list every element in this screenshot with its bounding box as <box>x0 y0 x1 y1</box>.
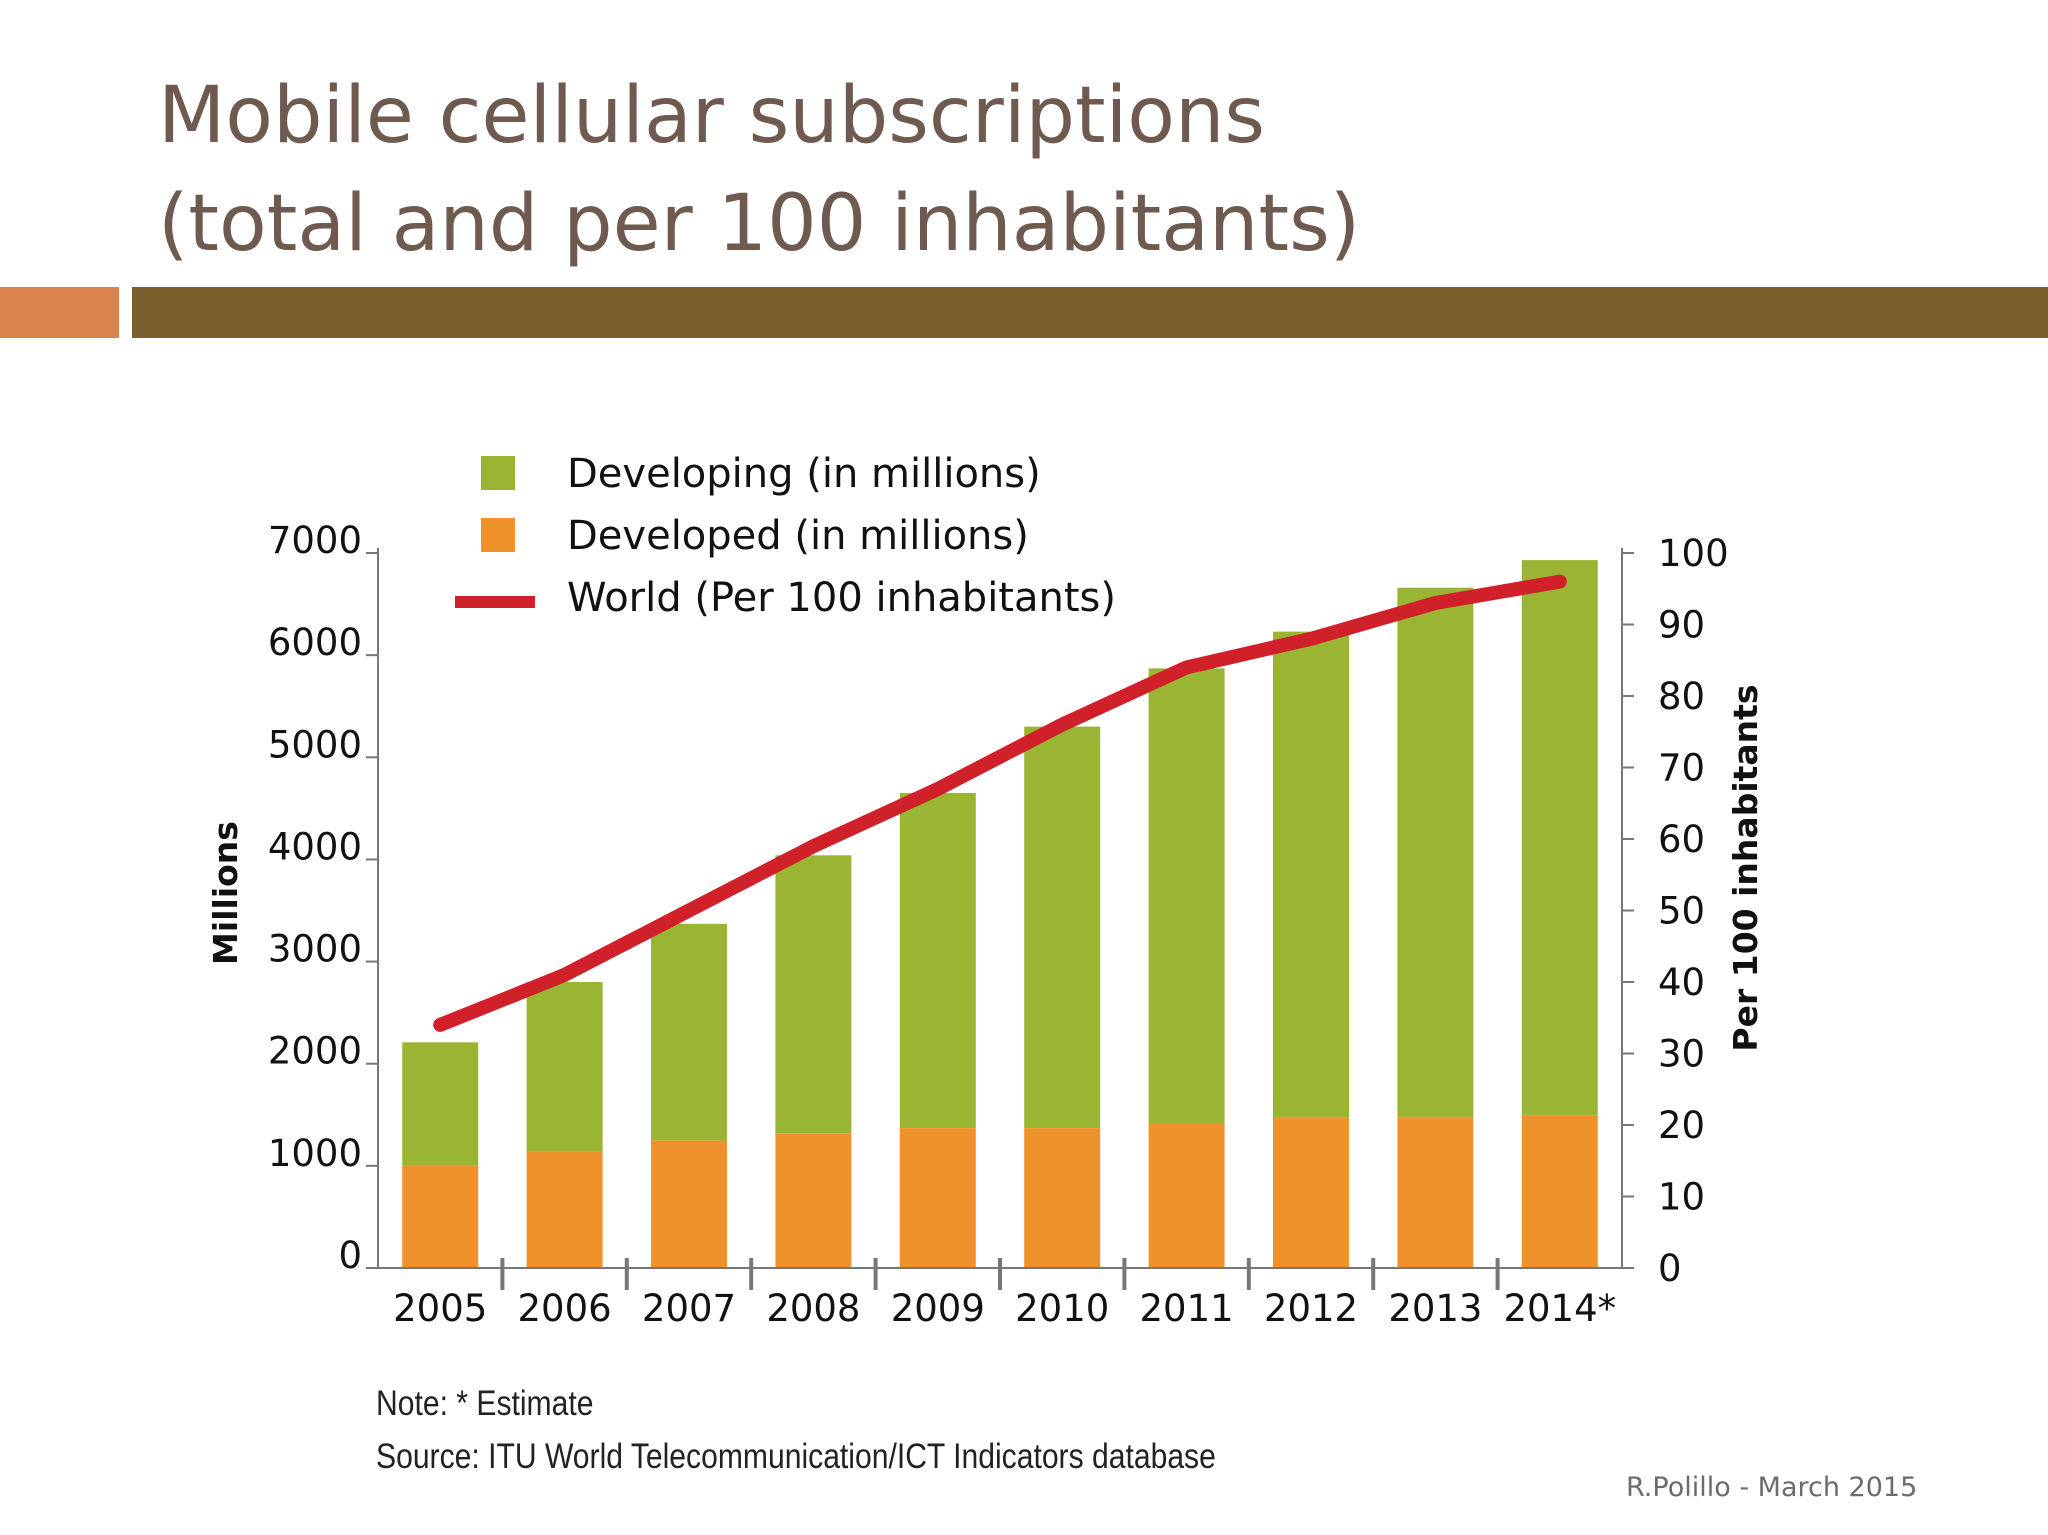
y-tick-label-left-2: 2000 <box>268 1030 362 1073</box>
subscriptions-chart: 0 1000 2000 3000 4000 5000 6000 7000 0 10 20 30 40 50… <box>206 451 1765 1330</box>
bar-developed-9 <box>1521 1115 1598 1268</box>
world-per-100-line <box>433 574 1567 1032</box>
bar-developing-5 <box>1024 726 1101 1128</box>
x-tick-label-1: 2006 <box>518 1287 612 1330</box>
y-tick-label-left-4: 4000 <box>268 825 362 868</box>
x-tick-label-0: 2005 <box>393 1287 487 1330</box>
legend-label-1: Developed (in millions) <box>567 513 1029 559</box>
x-tick-label-4: 2009 <box>891 1287 985 1330</box>
bar-developed-2 <box>651 1140 727 1268</box>
bar-developed-5 <box>1024 1128 1101 1268</box>
slide-footer: R.Polillo - March 2015 <box>1626 1472 1918 1503</box>
y-tick-label-left-6: 6000 <box>268 621 362 664</box>
bar-developed-0 <box>402 1165 479 1268</box>
y-tick-label-left-0: 0 <box>338 1234 362 1277</box>
title-accent-bar <box>0 287 119 338</box>
y-tick-label-right-9: 90 <box>1658 604 1705 647</box>
y-tick-label-left-3: 3000 <box>268 928 362 971</box>
y-tick-label-right-1: 10 <box>1658 1176 1705 1219</box>
x-tick-label-8: 2013 <box>1388 1287 1482 1330</box>
bar-developed-1 <box>526 1151 603 1268</box>
bar-developing-6 <box>1148 668 1225 1124</box>
bar-developing-1 <box>526 982 603 1152</box>
bar-developing-8 <box>1397 587 1474 1118</box>
slide-title-line-2: (total and per 100 inhabitants) <box>158 179 1361 269</box>
y-tick-label-left-5: 5000 <box>268 723 362 766</box>
bar-developed-3 <box>775 1133 852 1268</box>
legend-swatch-1 <box>481 518 515 552</box>
x-tick-label-2: 2007 <box>642 1287 736 1330</box>
y-tick-label-right-3: 30 <box>1658 1033 1705 1076</box>
x-tick-label-6: 2011 <box>1140 1287 1234 1330</box>
slide-title: Mobile cellular subscriptions (total and… <box>158 62 1360 278</box>
bar-developed-8 <box>1397 1117 1474 1268</box>
bar-developing-7 <box>1273 631 1349 1118</box>
y-tick-label-left-1: 1000 <box>268 1132 362 1175</box>
y-tick-label-right-2: 20 <box>1658 1104 1705 1147</box>
y-tick-label-right-4: 40 <box>1658 961 1705 1004</box>
slide-title-line-1: Mobile cellular subscriptions <box>158 71 1266 161</box>
x-tick-label-5: 2010 <box>1015 1287 1109 1330</box>
legend-swatch-2 <box>455 596 535 608</box>
bar-developing-9 <box>1521 560 1598 1116</box>
x-tick-label-9: 2014* <box>1503 1287 1616 1330</box>
y-tick-label-right-10: 100 <box>1658 532 1729 575</box>
bar-developed-6 <box>1148 1124 1225 1268</box>
bar-developing-3 <box>775 855 852 1134</box>
y-tick-label-left-7: 7000 <box>268 519 362 562</box>
bar-developing-0 <box>402 1042 479 1166</box>
bar-developed-4 <box>899 1128 976 1268</box>
y-tick-label-right-8: 80 <box>1658 675 1705 718</box>
y-axis-title-right: Per 100 inhabitants <box>1726 684 1765 1051</box>
x-tick-label-3: 2008 <box>766 1287 860 1330</box>
title-rule-bar <box>132 287 2048 338</box>
legend-label-0: Developing (in millions) <box>567 451 1041 497</box>
x-tick-label-7: 2012 <box>1264 1287 1358 1330</box>
chart-note: Note: * Estimate <box>376 1384 594 1423</box>
legend-label-2: World (Per 100 inhabitants) <box>567 575 1116 621</box>
chart-source: Source: ITU World Telecommunication/ICT … <box>376 1437 1216 1476</box>
y-tick-label-right-0: 0 <box>1658 1247 1682 1290</box>
y-tick-label-right-7: 70 <box>1658 747 1705 790</box>
y-axis-title-left: Millions <box>206 821 245 965</box>
bar-developing-2 <box>651 923 727 1141</box>
y-tick-label-right-6: 60 <box>1658 818 1705 861</box>
bar-developed-7 <box>1273 1117 1349 1268</box>
y-tick-label-right-5: 50 <box>1658 890 1705 933</box>
legend-swatch-0 <box>481 456 515 490</box>
bar-developing-4 <box>899 793 976 1128</box>
